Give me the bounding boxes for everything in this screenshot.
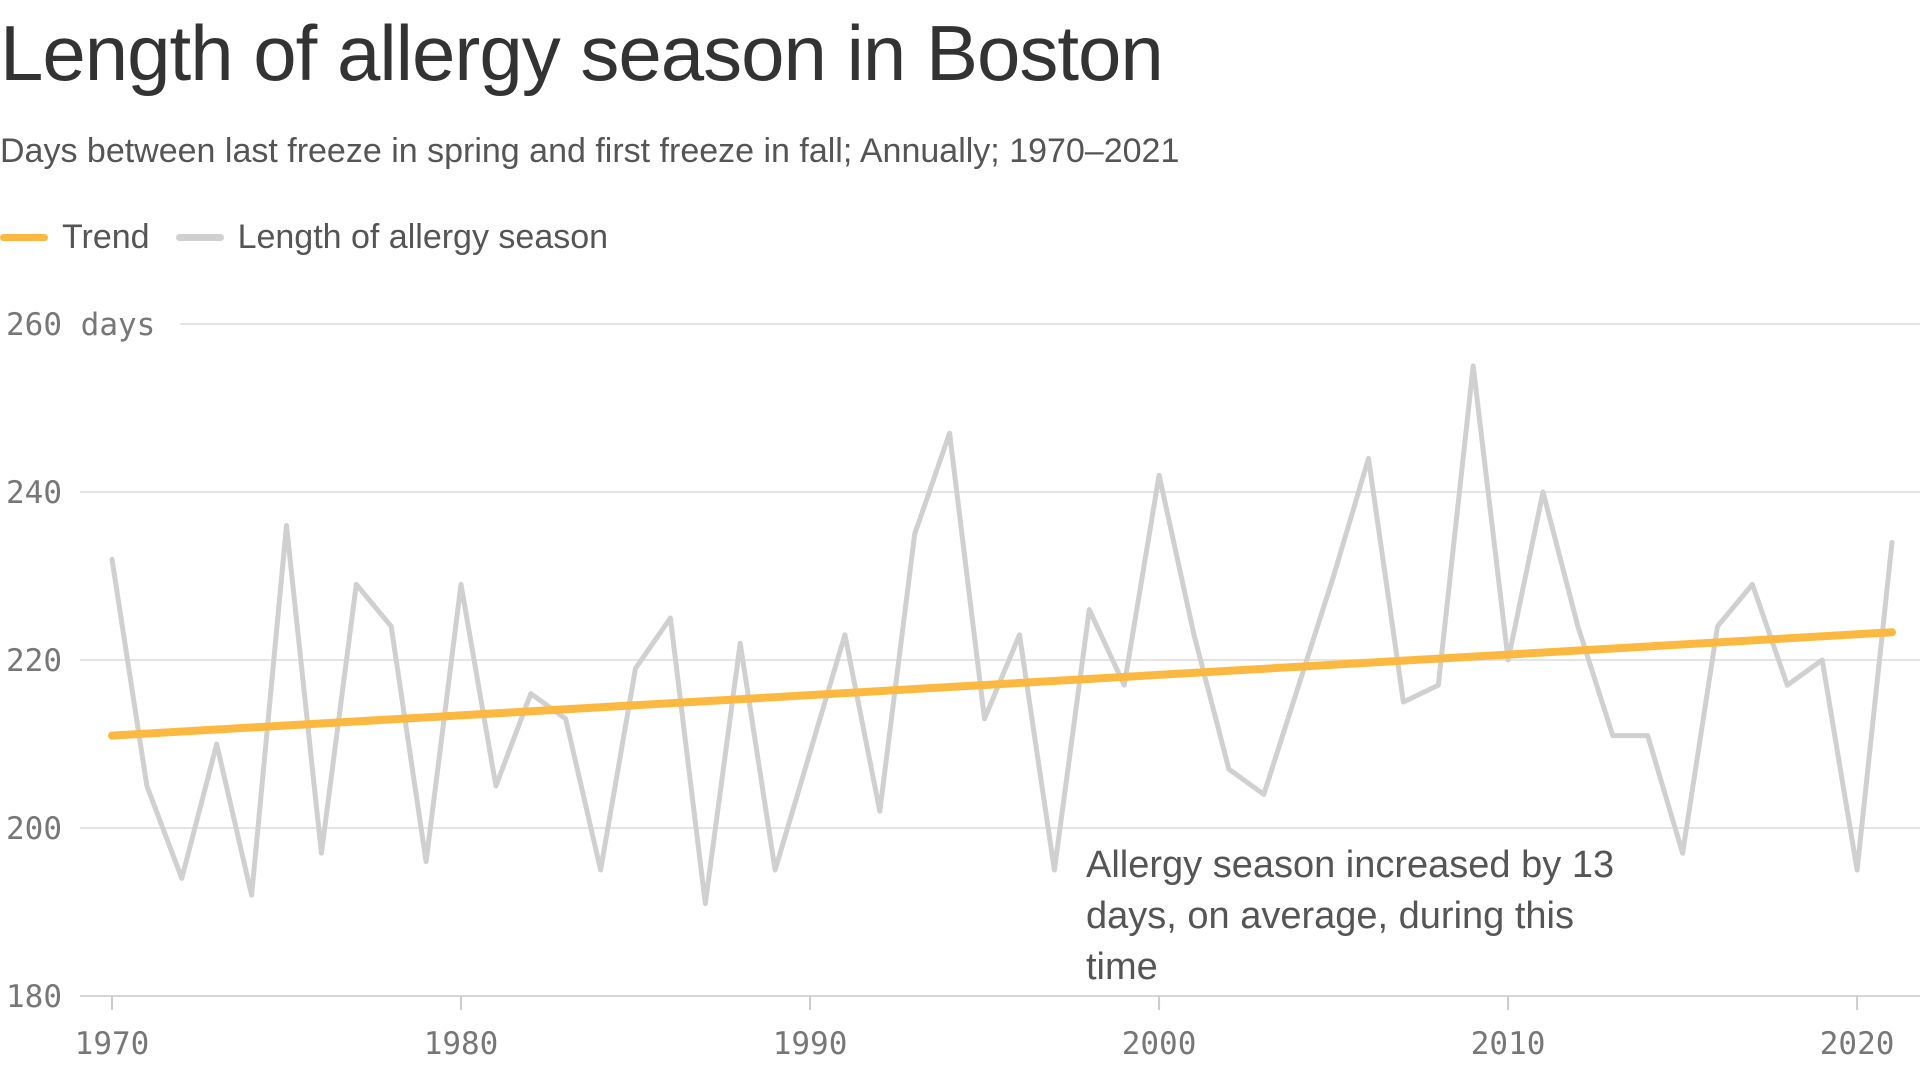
y-tick-label-220: 220 xyxy=(6,643,62,679)
y-tick-label-240: 240 xyxy=(6,475,62,511)
legend-item-trend: Trend xyxy=(0,218,150,257)
x-tick-label-2010: 2010 xyxy=(1471,1026,1546,1062)
x-tick-label-1990: 1990 xyxy=(773,1026,848,1062)
legend-item-season: Length of allergy season xyxy=(175,218,609,257)
legend-label-trend: Trend xyxy=(62,218,150,256)
x-tick-label-2000: 2000 xyxy=(1122,1026,1197,1062)
y-tick-label-180: 180 xyxy=(6,979,62,1015)
y-tick-label-200: 200 xyxy=(6,811,62,847)
series-line-trend xyxy=(108,628,1896,740)
x-tick-label-1980: 1980 xyxy=(424,1026,499,1062)
legend-swatch-season xyxy=(175,234,224,241)
chart-title: Length of allergy season in Boston xyxy=(0,9,1164,97)
x-tick-label-1970: 1970 xyxy=(75,1026,150,1062)
chart-subtitle: Days between last freeze in spring and f… xyxy=(0,132,1180,170)
legend-swatch-trend xyxy=(0,234,48,241)
legend: Trend Length of allergy season xyxy=(0,218,634,257)
y-tick-label-260: 260 days xyxy=(6,307,155,343)
x-tick-label-2020: 2020 xyxy=(1820,1026,1895,1062)
legend-label-season: Length of allergy season xyxy=(237,218,609,256)
annotation-text: Allergy season increased by 13 days, on … xyxy=(1086,844,1615,988)
series-line-allergy-season xyxy=(109,363,1895,907)
